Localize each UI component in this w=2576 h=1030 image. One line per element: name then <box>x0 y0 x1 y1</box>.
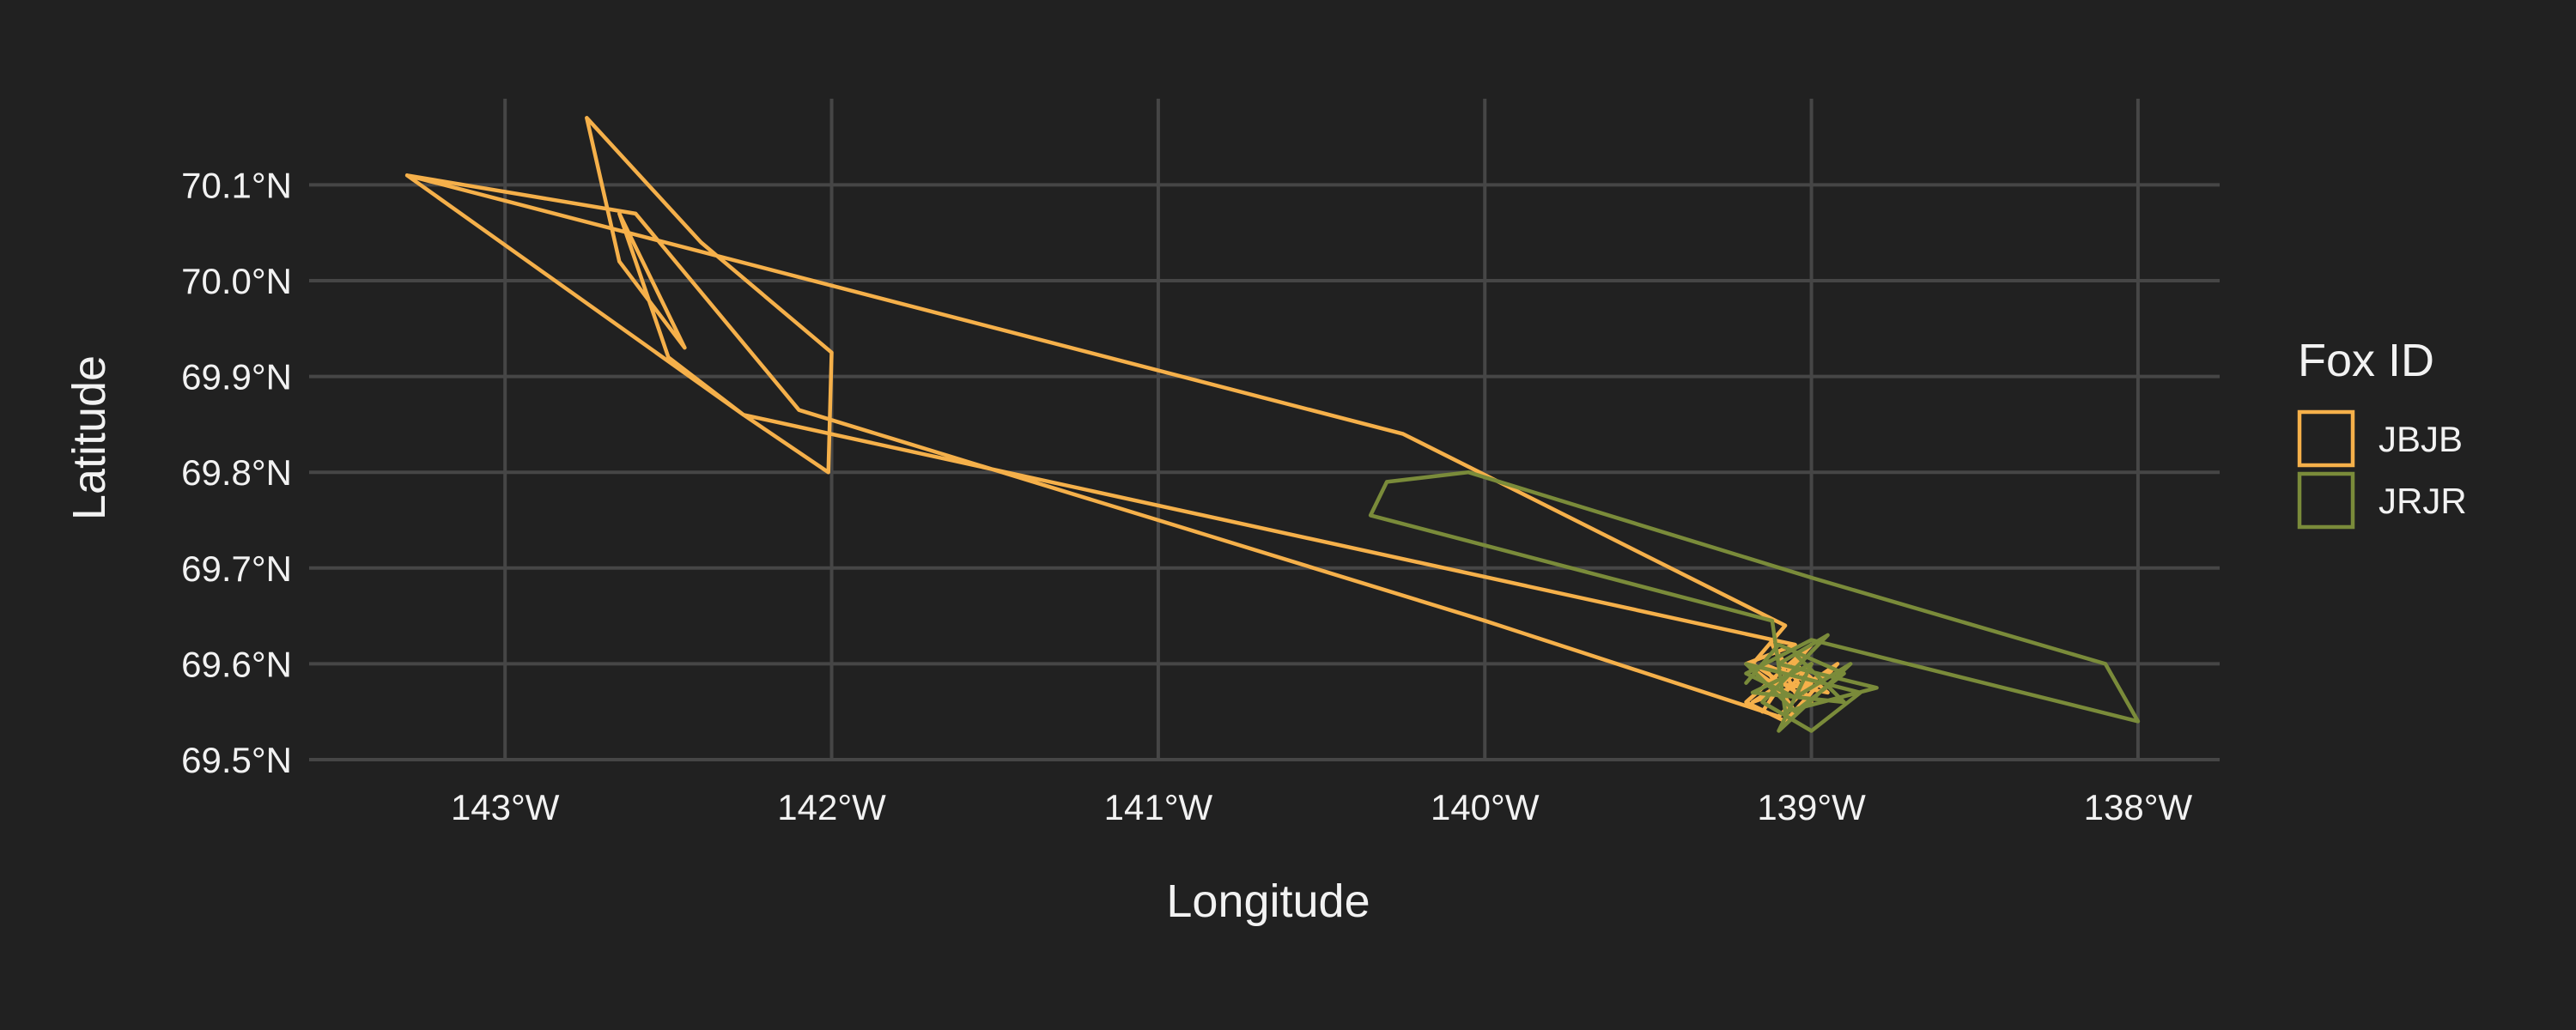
y-axis-ticks: 69.5°N 69.6°N 69.7°N 69.8°N 69.9°N 70.0°N 70.1… <box>181 165 292 780</box>
x-tick-label: 142°W <box>777 787 886 827</box>
x-tick-label: 140°W <box>1431 787 1540 827</box>
y-tick-label: 69.9°N <box>181 357 292 397</box>
y-tick-label: 69.7°N <box>181 548 292 589</box>
y-tick-label: 70.0°N <box>181 261 292 301</box>
legend-title: Fox ID <box>2298 335 2434 386</box>
x-tick-label: 141°W <box>1104 787 1213 827</box>
x-axis-title: Longitude <box>1166 876 1370 927</box>
x-tick-label: 139°W <box>1757 787 1866 827</box>
y-tick-label: 70.1°N <box>181 165 292 205</box>
x-tick-label: 143°W <box>451 787 560 827</box>
track-lines <box>404 116 2141 733</box>
legend: Fox ID JBJB JRJR <box>2297 335 2467 530</box>
y-tick-label: 69.8°N <box>181 452 292 493</box>
y-tick-label: 69.6°N <box>181 644 292 684</box>
legend-label-jbjb: JBJB <box>2379 419 2463 459</box>
y-axis-title: Latitude <box>64 355 115 520</box>
x-tick-label: 138°W <box>2084 787 2193 827</box>
legend-key-jbjb <box>2297 409 2355 468</box>
track-jbjb <box>404 116 1840 724</box>
legend-key-jrjr <box>2297 471 2355 530</box>
y-tick-label: 69.5°N <box>181 740 292 780</box>
track-jrjr <box>1368 470 2141 733</box>
legend-label-jrjr: JRJR <box>2379 481 2467 521</box>
grid <box>309 99 2220 761</box>
x-axis-ticks: 143°W 142°W 141°W 140°W 139°W 138°W <box>451 787 2193 827</box>
